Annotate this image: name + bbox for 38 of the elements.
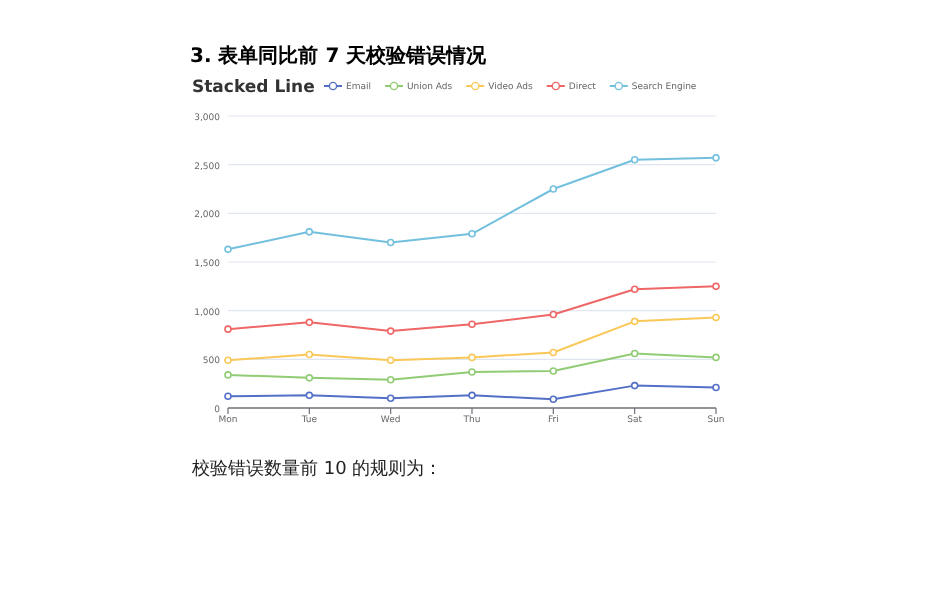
point	[549, 348, 558, 357]
point	[224, 325, 232, 333]
text: 校验错误数量前 10 的规则为：	[190, 458, 443, 480]
point	[386, 394, 395, 403]
point	[549, 185, 558, 193]
point	[386, 356, 395, 365]
point	[305, 350, 314, 359]
point	[712, 313, 720, 322]
text: 3. 表单同比前 7 天校验错误情况	[190, 44, 489, 68]
point	[224, 245, 232, 254]
point	[549, 395, 558, 404]
point	[712, 154, 720, 162]
point	[386, 238, 395, 247]
point	[549, 367, 558, 375]
point	[468, 320, 476, 329]
point	[468, 229, 476, 238]
chart-title: Stacked Line	[192, 78, 316, 98]
point	[386, 327, 395, 335]
point	[630, 317, 639, 326]
point	[386, 375, 395, 384]
point	[468, 353, 476, 362]
point	[712, 353, 720, 362]
point	[224, 392, 232, 401]
point	[712, 383, 720, 392]
point	[630, 349, 639, 358]
point	[549, 310, 558, 319]
point	[630, 156, 639, 164]
point	[305, 318, 314, 327]
point	[224, 371, 232, 379]
point	[468, 391, 476, 400]
point	[305, 228, 314, 236]
point	[305, 374, 314, 382]
point	[630, 285, 639, 294]
point	[712, 282, 720, 291]
point	[468, 368, 476, 376]
point	[630, 381, 639, 390]
point	[305, 391, 314, 400]
point	[224, 356, 232, 365]
